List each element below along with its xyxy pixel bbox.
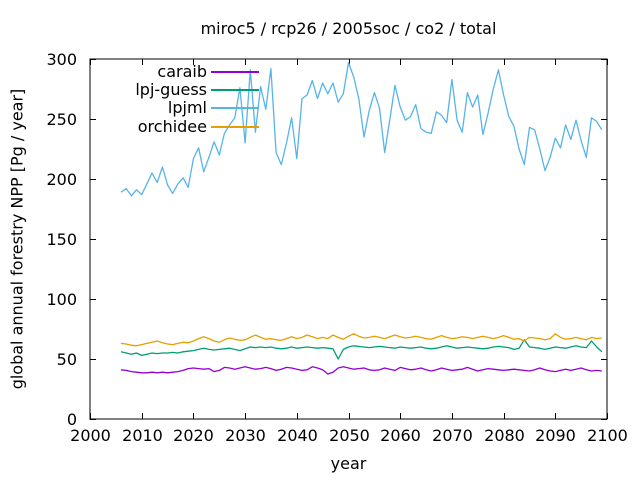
legend-label: caraib bbox=[157, 62, 207, 81]
x-tick-label: 2000 bbox=[70, 426, 111, 445]
y-tick-label: 0 bbox=[67, 410, 77, 429]
chart-title: miroc5 / rcp26 / 2005soc / co2 / total bbox=[200, 19, 497, 38]
x-tick-label: 2090 bbox=[535, 426, 576, 445]
legend-entry-caraib: caraib bbox=[60, 63, 259, 81]
x-axis-label: year bbox=[330, 454, 367, 473]
legend-label: orchidee bbox=[137, 117, 207, 136]
legend-entry-lpjml: lpjml bbox=[60, 99, 259, 117]
x-tick-label: 2050 bbox=[329, 426, 370, 445]
legend-entry-orchidee: orchidee bbox=[60, 118, 259, 136]
legend-label: lpj-guess bbox=[135, 80, 207, 99]
legend-entry-lpj-guess: lpj-guess bbox=[60, 81, 259, 99]
x-tick-label: 2020 bbox=[173, 426, 214, 445]
x-tick-label: 2010 bbox=[122, 426, 163, 445]
x-tick-label: 2080 bbox=[484, 426, 525, 445]
legend-line-sample bbox=[211, 89, 259, 91]
legend-label: lpjml bbox=[167, 98, 207, 117]
y-tick-label: 50 bbox=[57, 350, 77, 369]
x-tick-label: 2070 bbox=[432, 426, 473, 445]
x-tick-label: 2040 bbox=[277, 426, 318, 445]
legend-line-sample bbox=[211, 71, 259, 73]
x-tick-label: 2030 bbox=[225, 426, 266, 445]
y-tick-label: 200 bbox=[46, 170, 77, 189]
y-tick-label: 300 bbox=[46, 50, 77, 69]
legend-line-sample bbox=[211, 126, 259, 128]
series-line-orchidee bbox=[120, 333, 602, 347]
x-tick-label: 2060 bbox=[380, 426, 421, 445]
series-line-caraib bbox=[120, 366, 602, 375]
series-line-lpjml bbox=[120, 61, 603, 197]
x-tick-label: 2100 bbox=[587, 426, 628, 445]
y-tick-label: 100 bbox=[46, 290, 77, 309]
legend-line-sample bbox=[211, 107, 259, 109]
series-line-lpj-guess bbox=[120, 339, 603, 360]
y-tick-label: 250 bbox=[46, 110, 77, 129]
y-tick-label: 150 bbox=[46, 230, 77, 249]
